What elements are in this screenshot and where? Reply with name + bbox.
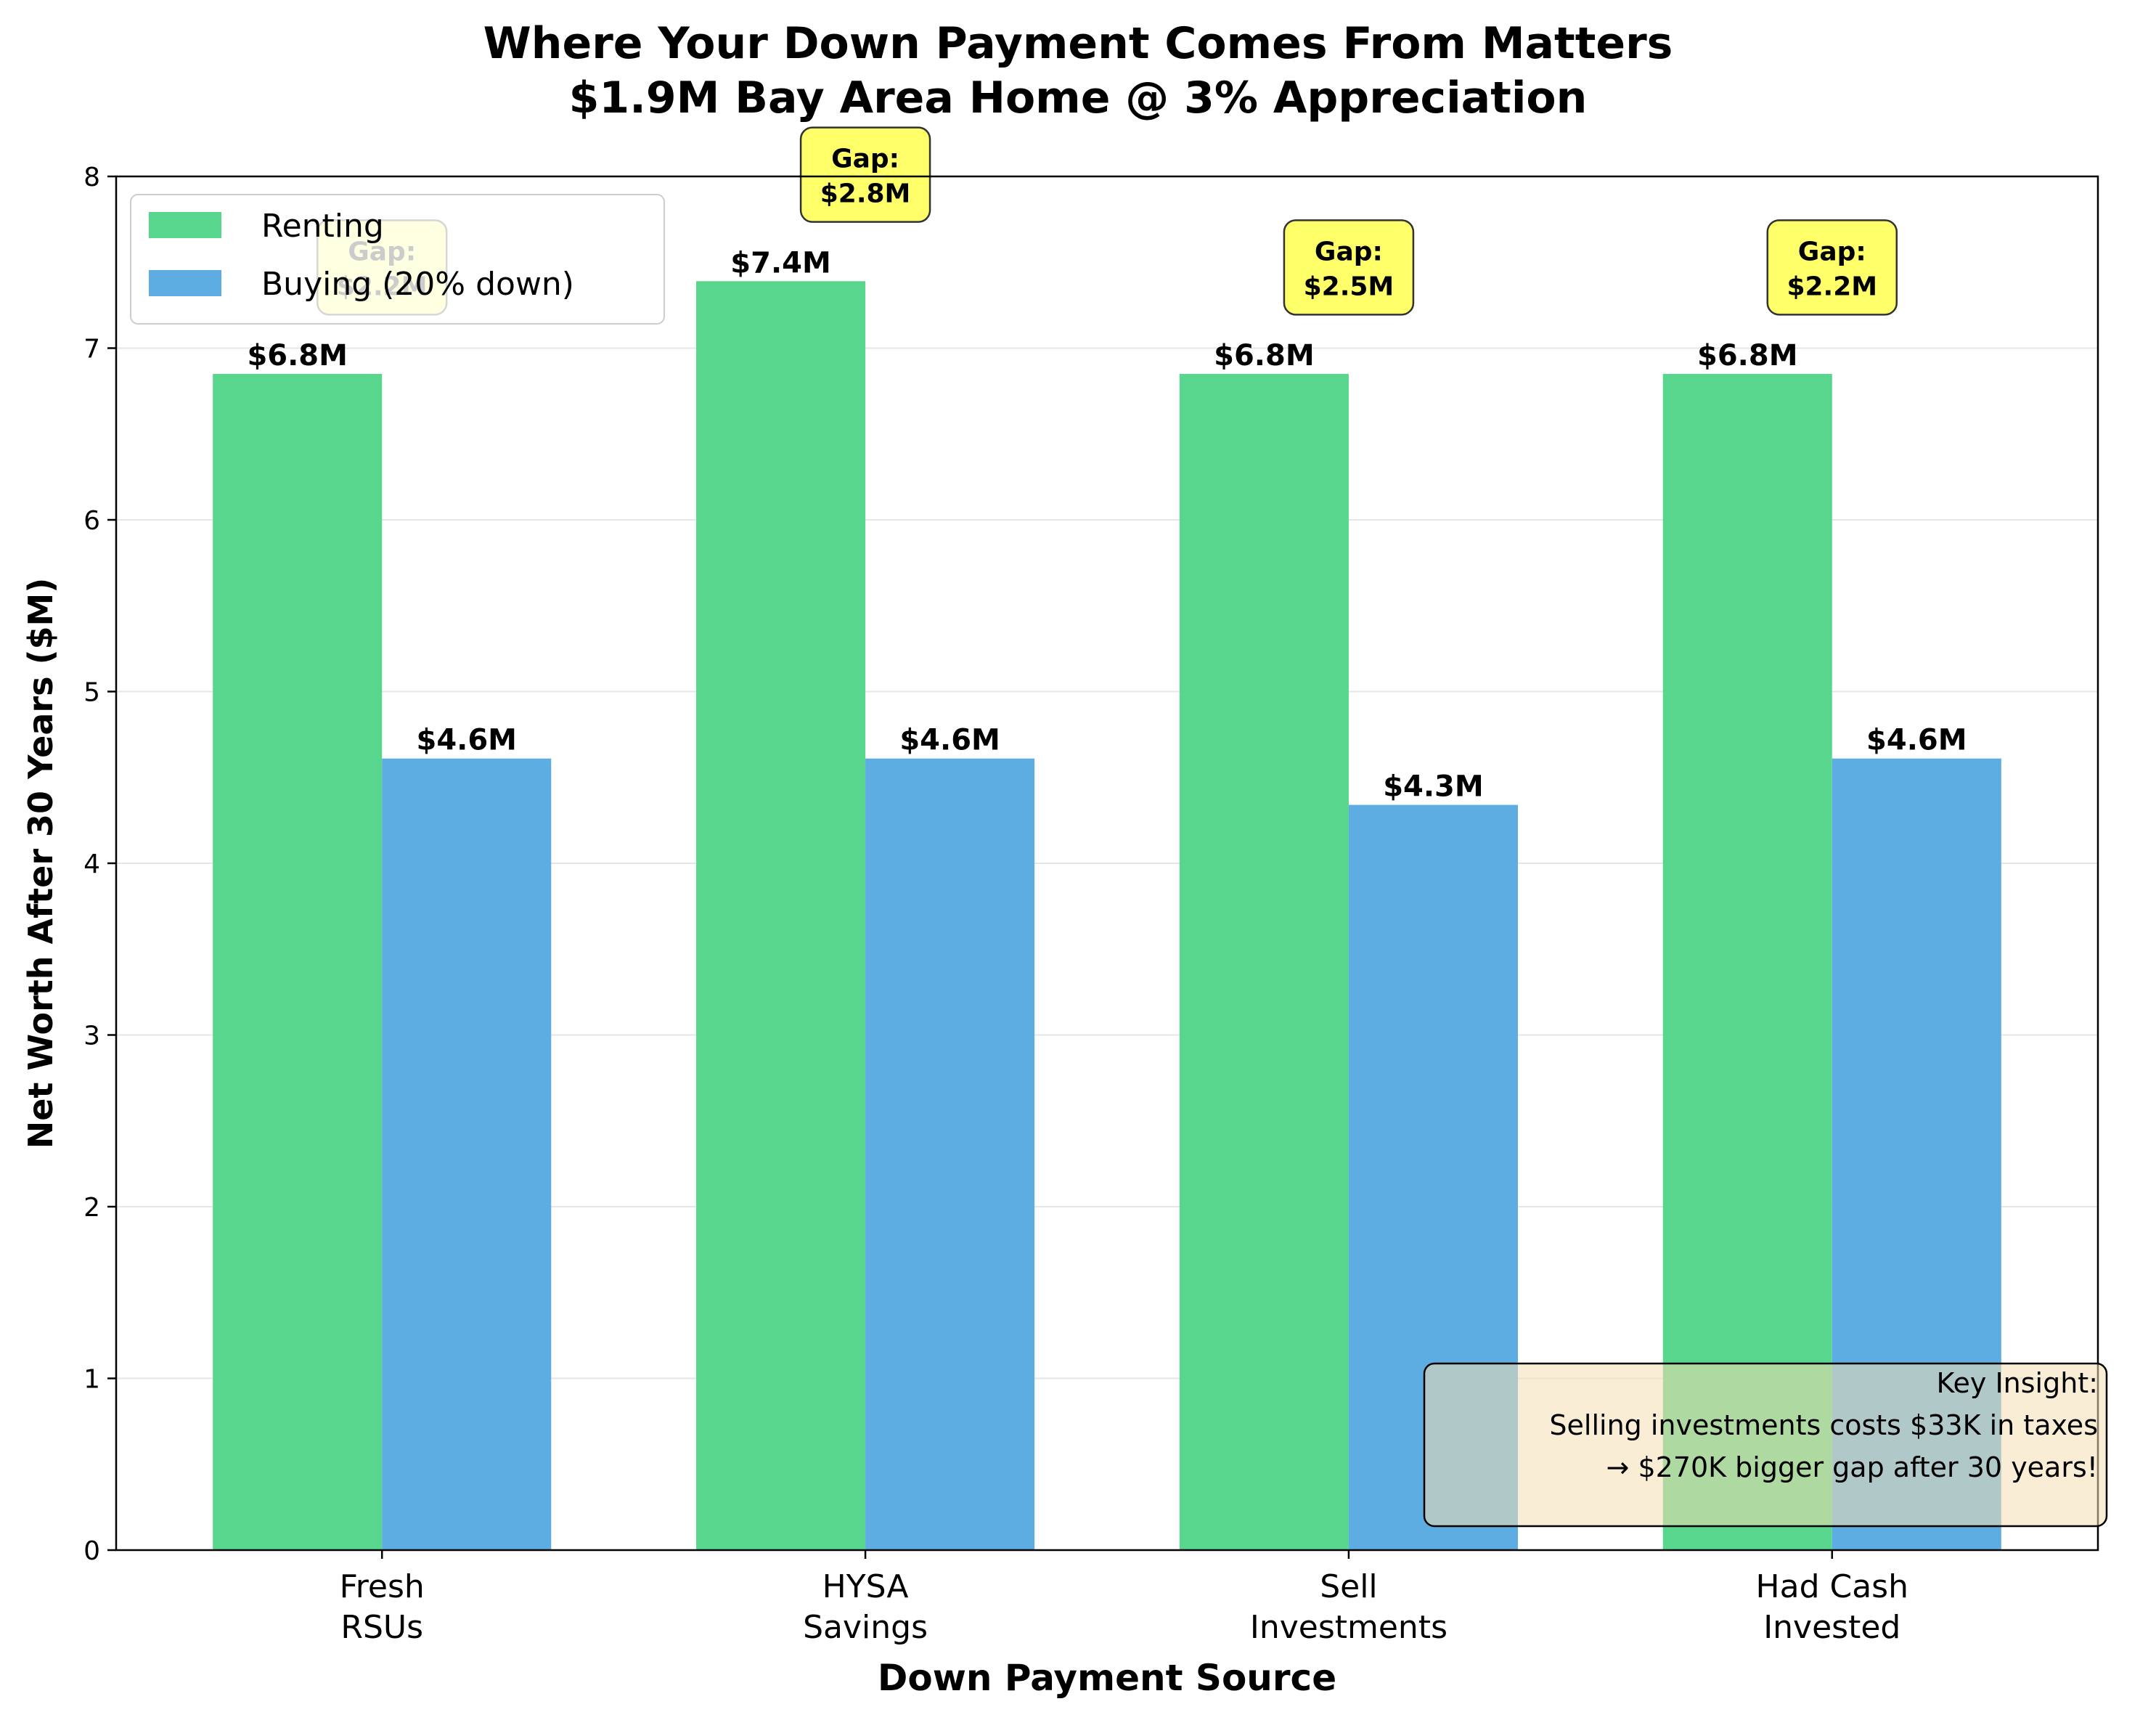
- key-insight-line-3: → $270K bigger gap after 30 years!: [1606, 1451, 2098, 1483]
- legend-label-renting: Renting: [261, 208, 384, 245]
- y-tick-label: 4: [83, 849, 100, 879]
- key-insight-box: Key Insight: Selling investments costs $…: [1423, 1362, 2108, 1528]
- bar-value-label: $7.4M: [730, 246, 831, 280]
- bar-renting: [213, 373, 383, 1550]
- gap-value: $2.8M: [820, 179, 911, 209]
- y-tick-label: 8: [83, 163, 100, 192]
- y-tick-label: 6: [83, 506, 100, 536]
- y-tick-label: 2: [83, 1193, 100, 1223]
- x-tick-label: Fresh: [340, 1568, 425, 1605]
- legend-swatch-renting: [149, 212, 221, 238]
- y-tick-label: 5: [83, 678, 100, 708]
- y-axis-ticks: 0 1 2 3 4 5 6 7 8: [83, 163, 116, 1566]
- y-tick-label: 0: [83, 1536, 100, 1566]
- chart-title-line-2: $1.9M Bay Area Home @ 3% Appreciation: [569, 73, 1588, 123]
- bar-value-label: $6.8M: [1697, 339, 1798, 372]
- legend-label-buying: Buying (20% down): [261, 266, 574, 303]
- legend-swatch-buying: [149, 270, 221, 296]
- gap-box: [1766, 219, 1898, 316]
- bar-value-label: $6.8M: [1214, 339, 1315, 372]
- x-tick-label: Sell: [1320, 1568, 1377, 1605]
- key-insight-background: [1423, 1362, 2108, 1528]
- x-tick-label: Invested: [1763, 1609, 1900, 1646]
- gap-label: Gap:: [831, 144, 899, 174]
- bar-buying: [382, 758, 552, 1550]
- bar-value-label: $4.3M: [1383, 770, 1484, 804]
- gap-label: Gap:: [1315, 237, 1383, 266]
- bar-buying: [865, 758, 1035, 1550]
- x-tick-label: Savings: [803, 1609, 928, 1646]
- bar-value-label: $6.8M: [247, 339, 348, 372]
- key-insight-line-1: Key Insight:: [1936, 1367, 2098, 1399]
- bar-value-labels: $6.8M $4.6M $7.4M $4.6M $6.8M $4.3M $6.8M $4.6M: [247, 246, 1967, 803]
- x-tick-label: Investments: [1250, 1609, 1447, 1646]
- bar-value-label: $4.6M: [899, 724, 1000, 757]
- gap-label: Gap:: [1798, 237, 1866, 266]
- bar-renting: [1662, 373, 1832, 1550]
- x-tick-label: HYSA: [822, 1568, 909, 1605]
- y-axis-label: Net Worth After 30 Years ($M): [21, 578, 60, 1149]
- y-tick-label: 7: [83, 335, 100, 364]
- gap-box: [1283, 219, 1415, 316]
- gap-value: $2.2M: [1787, 272, 1877, 301]
- bar-value-label: $4.6M: [416, 724, 517, 757]
- legend-frame: [130, 194, 665, 325]
- x-tick-label: Had Cash: [1756, 1568, 1908, 1605]
- x-axis-ticks: Fresh RSUs HYSA Savings Sell Investments Had C…: [340, 1550, 1908, 1646]
- x-tick-label: RSUs: [340, 1609, 423, 1646]
- gap-box: [799, 126, 931, 223]
- bar-renting: [1179, 373, 1349, 1550]
- gap-annotation: Gap: $2.2M: [1766, 219, 1898, 316]
- y-tick-label: 3: [83, 1022, 100, 1051]
- y-tick-label: 1: [83, 1365, 100, 1395]
- bar-renting: [696, 281, 866, 1550]
- gap-value: $2.5M: [1304, 272, 1395, 301]
- bar-value-label: $4.6M: [1866, 724, 1967, 757]
- legend: Renting Buying (20% down): [130, 194, 665, 325]
- x-axis-label: Down Payment Source: [878, 1657, 1336, 1699]
- gap-annotation: Gap: $2.5M: [1283, 219, 1415, 316]
- gap-annotation: Gap: $2.8M: [799, 126, 931, 223]
- key-insight-line-2: Selling investments costs $33K in taxes: [1549, 1409, 2098, 1441]
- chart-title-line-1: Where Your Down Payment Comes From Matte…: [483, 18, 1673, 69]
